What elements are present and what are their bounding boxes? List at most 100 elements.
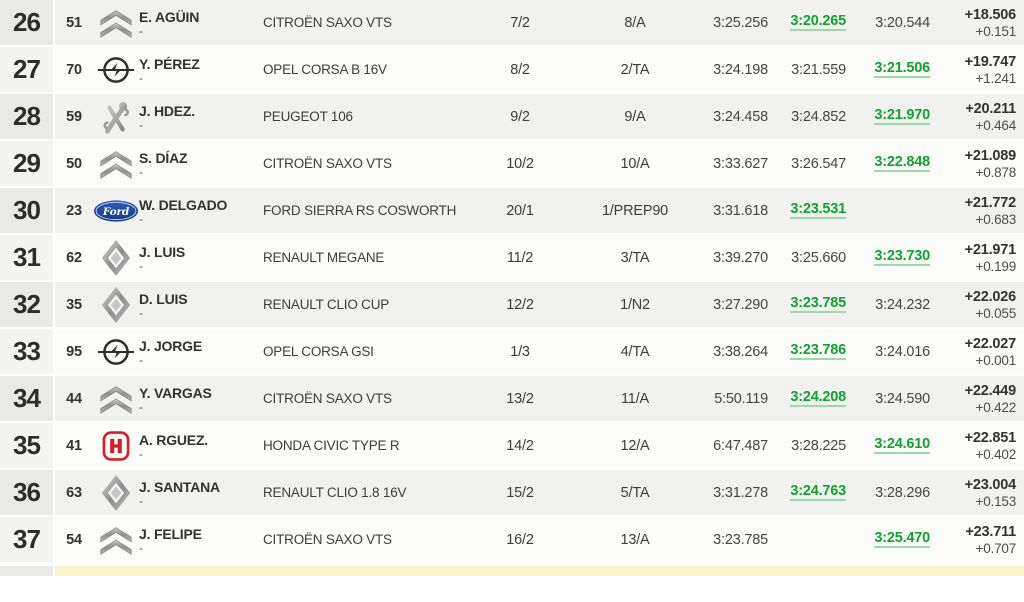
stage-time: 3:20.544 <box>875 14 930 31</box>
driver-cell: Y. VARGAS - <box>139 376 263 421</box>
driver-name[interactable]: W. DELGADO <box>139 197 228 213</box>
table-row[interactable]: 28 59 J. HDEZ. - PEUGEOT 106 9/2 9/A 3:2… <box>0 94 1024 141</box>
table-row[interactable]: 35 41 A. RGUEZ. - HONDA CIVIC TYPE R 14/… <box>0 423 1024 470</box>
group-position: 11/A <box>621 390 649 407</box>
car-number: 50 <box>66 155 82 172</box>
stage-time: 3:24.016 <box>875 343 930 360</box>
gap-to-previous: +0.153 <box>975 493 1017 509</box>
driver-name[interactable]: J. JORGE <box>139 338 202 354</box>
stage-time-cell <box>768 517 846 562</box>
table-row[interactable]: 26 51 E. AGÜIN - CITROËN SAXO VTS 7/2 8/… <box>0 0 1024 47</box>
best-stage-time: 3:23.786 <box>790 342 846 360</box>
class-position: 14/2 <box>506 437 534 454</box>
table-row[interactable]: 32 35 D. LUIS - RENAULT CLIO CUP 12/2 1/… <box>0 282 1024 329</box>
driver-name[interactable]: J. LUIS <box>139 244 186 260</box>
car-model: OPEL CORSA B 16V <box>263 62 387 77</box>
stage-time-cell: 6:47.487 <box>710 423 768 468</box>
best-stage-time: 3:21.506 <box>874 60 930 78</box>
table-row[interactable]: 30 23 Ford W. DELGADO - FORD SIERRA RS C… <box>0 188 1024 235</box>
table-row[interactable]: 27 70 Y. PÉREZ - OPEL CORSA B 16V 8/2 2/… <box>0 47 1024 94</box>
car-model: CITROËN SAXO VTS <box>263 391 392 406</box>
gap-to-previous: +0.199 <box>975 258 1017 274</box>
overall-position: 32 <box>0 282 55 327</box>
stage-time: 3:24.590 <box>875 390 930 407</box>
renault-logo <box>93 282 139 327</box>
stage-time-cell: 3:23.730 <box>846 235 930 280</box>
stage-time-cell: 3:23.785 <box>710 517 768 562</box>
gap-cell: +22.027 +0.001 <box>930 329 1024 374</box>
stage-time: 3:24.232 <box>875 296 930 313</box>
overall-position: 33 <box>0 329 55 374</box>
table-row[interactable]: 31 62 J. LUIS - RENAULT MEGANE 11/2 3/TA… <box>0 235 1024 282</box>
group-position: 4/TA <box>620 343 650 360</box>
total-gap: +22.851 <box>964 429 1017 446</box>
driver-name[interactable]: J. SANTANA <box>139 479 220 495</box>
driver-cell: J. HDEZ. - <box>139 94 263 139</box>
car-model: OPEL CORSA GSI <box>263 344 374 359</box>
driver-cell: J. JORGE - <box>139 329 263 374</box>
driver-cell: D. LUIS - <box>139 282 263 327</box>
car-model: CITROËN SAXO VTS <box>263 15 392 30</box>
driver-name[interactable]: D. LUIS <box>139 291 188 307</box>
gap-to-previous: +1.241 <box>975 70 1017 86</box>
stage-time-cell: 3:33.627 <box>710 141 768 186</box>
overall-position <box>0 566 55 576</box>
highlighted-next-row[interactable] <box>0 564 1024 578</box>
stage-time-cell: 5:50.119 <box>710 376 768 421</box>
stage-time-cell: 3:22.848 <box>846 141 930 186</box>
class-position: 10/2 <box>506 155 534 172</box>
overall-position: 36 <box>0 470 55 515</box>
svg-text:Ford: Ford <box>102 204 130 217</box>
stage-time: 3:26.547 <box>791 155 846 172</box>
table-row[interactable]: 36 63 J. SANTANA - RENAULT CLIO 1.8 16V … <box>0 470 1024 517</box>
driver-name[interactable]: Y. PÉREZ <box>139 56 200 72</box>
stage-time-cell: 3:24.458 <box>710 94 768 139</box>
gap-to-previous: +0.878 <box>975 164 1017 180</box>
driver-name[interactable]: A. RGUEZ. <box>139 432 208 448</box>
total-gap: +21.772 <box>964 194 1017 211</box>
total-gap: +21.089 <box>964 147 1017 164</box>
table-row[interactable]: 29 50 S. DÍAZ - CITROËN SAXO VTS 10/2 10… <box>0 141 1024 188</box>
table-row[interactable]: 37 54 J. FELIPE - CITROËN SAXO VTS 16/2 … <box>0 517 1024 564</box>
driver-name[interactable]: J. HDEZ. <box>139 103 195 119</box>
group-position: 8/A <box>624 14 646 31</box>
gap-to-previous: +0.422 <box>975 399 1017 415</box>
car-number: 44 <box>66 390 82 407</box>
codriver-name: - <box>139 118 143 132</box>
stage-time: 3:25.256 <box>713 14 768 31</box>
stage-time-cell: 3:21.970 <box>846 94 930 139</box>
gap-cell: +21.971 +0.199 <box>930 235 1024 280</box>
car-number: 63 <box>66 484 82 501</box>
stage-time-cell: 3:25.470 <box>846 517 930 562</box>
codriver-name: - <box>139 71 143 85</box>
stage-time-cell: 3:24.016 <box>846 329 930 374</box>
table-row[interactable]: 33 95 J. JORGE - OPEL CORSA GSI 1/3 4/TA… <box>0 329 1024 376</box>
stage-time: 3:24.458 <box>713 108 768 125</box>
stage-time-cell: 3:20.265 <box>768 0 846 45</box>
best-stage-time: 3:22.848 <box>874 154 930 172</box>
driver-name[interactable]: J. FELIPE <box>139 526 202 542</box>
stage-time: 3:25.660 <box>791 249 846 266</box>
total-gap: +20.211 <box>965 100 1016 117</box>
driver-name[interactable]: S. DÍAZ <box>139 150 188 166</box>
stage-time: 6:47.487 <box>713 437 768 454</box>
codriver-name: - <box>139 306 143 320</box>
best-stage-time: 3:24.763 <box>790 483 846 501</box>
stage-time: 3:38.264 <box>713 343 768 360</box>
driver-cell: S. DÍAZ - <box>139 141 263 186</box>
opel-logo <box>93 329 139 374</box>
gap-to-previous: +0.683 <box>975 211 1017 227</box>
driver-name[interactable]: E. AGÜIN <box>139 9 200 25</box>
stage-time-cell: 3:27.290 <box>710 282 768 327</box>
row-highlight <box>55 566 1024 576</box>
stage-time: 3:31.278 <box>713 484 768 501</box>
table-row[interactable]: 34 44 Y. VARGAS - CITROËN SAXO VTS 13/2 … <box>0 376 1024 423</box>
class-position: 13/2 <box>506 390 534 407</box>
car-number: 35 <box>66 296 82 313</box>
codriver-name: - <box>139 447 143 461</box>
class-position: 1/3 <box>510 343 530 360</box>
driver-name[interactable]: Y. VARGAS <box>139 385 212 401</box>
stage-time-cell: 3:39.270 <box>710 235 768 280</box>
car-number: 23 <box>66 202 82 219</box>
